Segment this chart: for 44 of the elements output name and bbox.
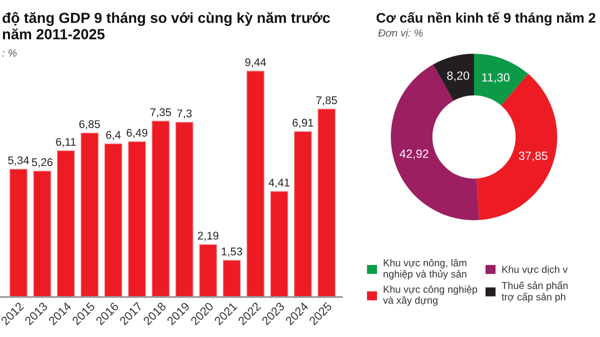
donut-slice (390, 64, 480, 220)
bar (152, 120, 170, 297)
data-label: 42,92 (400, 150, 428, 160)
data-label: 7,35 (150, 108, 172, 118)
legend-label: Thuế sản phẩn trợ cấp sản ph (502, 280, 568, 302)
chart-title: Cơ cấu nền kinh tế 9 tháng năm 2 (376, 12, 596, 26)
bar (57, 150, 75, 297)
bar (270, 191, 288, 297)
bar (318, 108, 336, 297)
legend-label: Khu vực công nghiệp và xây dựng (383, 286, 478, 306)
bar (10, 168, 28, 297)
data-label: 7,85 (316, 96, 337, 106)
donut-slice (474, 54, 528, 106)
data-label: 6,11 (56, 138, 76, 148)
bar (104, 144, 122, 297)
data-label: 11,30 (482, 73, 510, 84)
data-label: 9,44 (245, 58, 266, 68)
data-label: 4,41 (268, 178, 290, 188)
data-label: 2,19 (198, 232, 218, 241)
bar (33, 170, 52, 297)
chart-subtitle: : % (2, 49, 17, 57)
data-label: 6,85 (79, 120, 100, 130)
data-label: 5,34 (8, 156, 29, 166)
bar (80, 132, 98, 297)
chart-title: độ tăng GDP 9 tháng so với cùng kỳ năm trước năm 2011-2025 (2, 12, 330, 40)
data-label: 37,85 (518, 152, 548, 162)
legend-label: Khu vực dịch v (502, 266, 568, 274)
bar (246, 70, 264, 297)
data-label: 1,53 (222, 248, 242, 257)
data-label: 6,49 (126, 128, 148, 138)
bar (294, 131, 312, 297)
bar (128, 141, 146, 297)
data-label: 5,26 (32, 158, 53, 168)
bar (176, 122, 194, 297)
data-label: 8,20 (447, 71, 470, 82)
data-label: 6,91 (292, 118, 314, 128)
data-label: 6,4 (106, 131, 121, 140)
donut-slice (433, 54, 474, 101)
chart-subtitle: Đơn vị: % (378, 29, 423, 38)
bar (222, 260, 241, 297)
data-label: 7,3 (177, 109, 192, 119)
legend-label: Khu vực nông, lâm nghiệp và thủy sản (384, 259, 466, 280)
bar (199, 244, 217, 297)
donut-slice (476, 74, 558, 220)
